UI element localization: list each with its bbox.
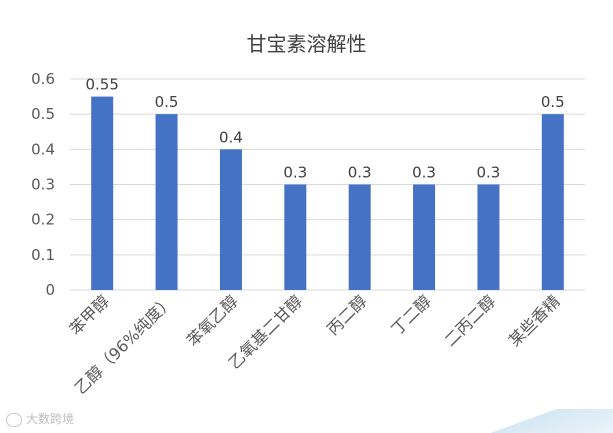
data-label: 0.5 (541, 93, 565, 111)
x-category-label: 苯氧乙醇 (183, 291, 242, 350)
x-category-label: 某些香精 (505, 291, 564, 350)
y-tick-label: 0.3 (31, 176, 55, 194)
x-category-label: 丁二醇 (388, 291, 435, 338)
data-label: 0.3 (477, 164, 501, 182)
bar (348, 184, 371, 290)
y-tick-label: 0.5 (31, 105, 55, 123)
data-label: 0.3 (283, 164, 307, 182)
x-category-label: 苯甲醇 (66, 291, 113, 338)
bar (284, 184, 307, 290)
bar (413, 184, 436, 290)
data-label: 0.4 (219, 128, 243, 146)
data-label: 0.55 (85, 76, 118, 94)
bar (477, 184, 500, 290)
x-category-label: 丙二醇 (323, 291, 370, 338)
watermark-logo-icon (6, 412, 22, 427)
y-tick-label: 0.6 (31, 70, 55, 88)
watermark-text: 大数跨境 (26, 412, 75, 426)
y-tick-label: 0.4 (31, 140, 55, 158)
y-tick-label: 0.1 (31, 246, 55, 264)
bar (155, 114, 178, 291)
chart-title: 甘宝素溶解性 (246, 32, 367, 56)
x-category-label: 二丙二醇 (441, 291, 500, 350)
bar (91, 96, 114, 290)
y-tick-label: 0 (45, 281, 55, 299)
data-label: 0.5 (155, 93, 179, 111)
bar (541, 114, 564, 291)
corner-accent (473, 409, 613, 433)
y-tick-label: 0.2 (31, 211, 55, 229)
data-label: 0.3 (412, 164, 436, 182)
watermark: 大数跨境 (6, 410, 74, 427)
data-label: 0.3 (348, 164, 372, 182)
bar (219, 149, 242, 290)
